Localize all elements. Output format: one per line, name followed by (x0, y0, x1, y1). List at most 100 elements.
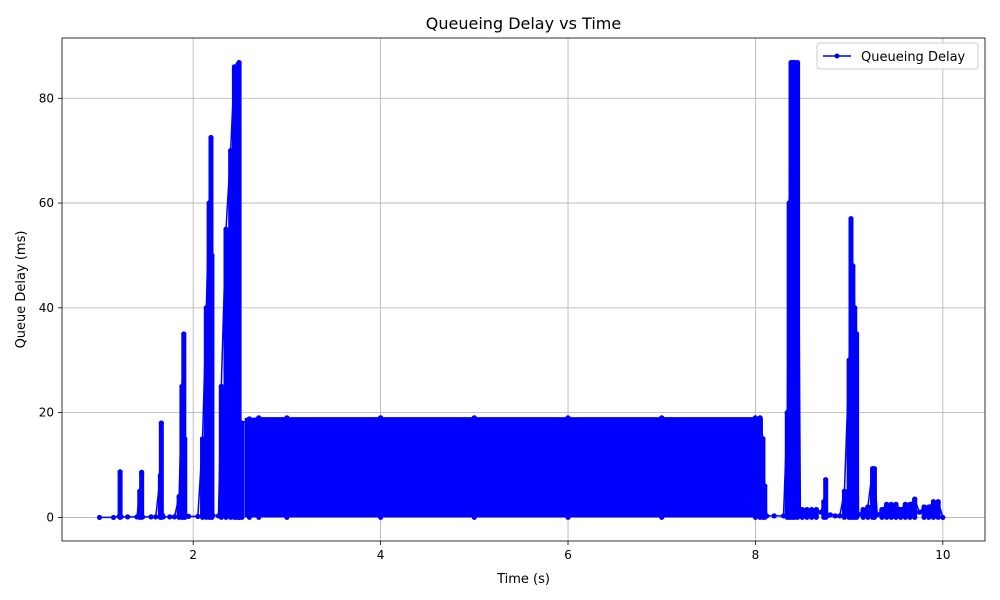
data-point (565, 415, 571, 421)
data-point (118, 514, 124, 520)
data-point (134, 514, 140, 520)
data-point (809, 506, 815, 513)
data-point (117, 469, 123, 475)
x-tick-label: 8 (752, 548, 760, 562)
data-point (902, 501, 908, 507)
data-point (160, 514, 166, 520)
data-point (884, 501, 890, 507)
data-point (176, 493, 182, 500)
legend-label: Queueing Delay (861, 50, 966, 65)
data-point (471, 415, 477, 421)
legend: Queueing Delay (816, 42, 979, 70)
data-point (206, 200, 212, 206)
data-point (284, 415, 290, 421)
data-point (841, 488, 848, 494)
data-point (139, 514, 146, 520)
data-point (865, 504, 871, 510)
data-point (926, 504, 932, 510)
tick-layer: 2 4 6 8 10 0 20 40 60 80 (39, 91, 951, 562)
data-point (860, 506, 866, 513)
data-point (784, 410, 790, 416)
data-point (215, 513, 222, 519)
y-tick-label: 80 (39, 91, 54, 105)
data-point (208, 134, 214, 141)
data-layer (96, 60, 946, 521)
data-point (874, 512, 880, 518)
data-point (377, 415, 384, 421)
data-point (137, 488, 143, 494)
data-point (921, 504, 927, 510)
data-point (879, 506, 885, 513)
y-axis-label: Queue Delay (ms) (14, 231, 29, 349)
legend-box (816, 42, 979, 70)
data-point (256, 415, 262, 421)
data-point (794, 60, 801, 66)
data-point (930, 499, 937, 505)
data-point (195, 513, 201, 519)
chart-title: Queueing Delay vs Time (426, 14, 621, 33)
data-point (871, 466, 878, 472)
data-point (246, 416, 253, 422)
data-point (912, 496, 918, 502)
data-point (940, 514, 946, 521)
data-point (832, 513, 838, 519)
y-tick-label: 40 (39, 301, 54, 315)
data-point (848, 216, 854, 222)
data-point (179, 383, 185, 390)
data-point (124, 514, 131, 520)
data-point (916, 509, 923, 515)
data-point (181, 331, 187, 337)
data-point (797, 512, 804, 518)
x-tick-label: 6 (564, 548, 572, 562)
y-tick-label: 0 (46, 510, 54, 524)
data-point (139, 469, 145, 475)
x-axis-label: Time (s) (496, 572, 550, 587)
data-point (821, 499, 827, 505)
data-point (855, 512, 862, 518)
x-tick-label: 2 (189, 548, 197, 562)
y-tick-label: 60 (39, 196, 54, 210)
data-point (804, 506, 810, 513)
data-point (888, 501, 894, 507)
data-point (233, 69, 239, 75)
data-point (837, 513, 843, 519)
data-point (846, 357, 852, 363)
data-point (813, 506, 819, 513)
x-tick-label: 4 (377, 548, 385, 562)
data-point (231, 64, 238, 70)
data-point (764, 513, 770, 519)
data-point (898, 506, 904, 513)
data-point (210, 512, 216, 518)
data-point (659, 415, 665, 421)
data-point (203, 305, 209, 311)
data-point (762, 483, 768, 489)
data-point (239, 420, 245, 426)
data-point (158, 420, 164, 426)
data-point (799, 506, 805, 513)
data-point (827, 512, 833, 518)
data-point (228, 148, 234, 154)
legend-marker (834, 53, 840, 59)
data-point (148, 514, 154, 520)
data-point (760, 436, 766, 442)
dense-oscillation-band (244, 417, 763, 518)
data-point (96, 514, 103, 521)
data-point (771, 513, 777, 519)
data-point (780, 513, 787, 519)
data-point (852, 305, 858, 311)
data-point (818, 509, 824, 515)
data-point (199, 436, 206, 442)
data-point (223, 226, 229, 232)
data-point (854, 331, 860, 337)
data-point (110, 514, 117, 521)
y-tick-label: 20 (39, 406, 54, 420)
data-point (757, 415, 763, 421)
data-point (907, 501, 913, 507)
axes-frame (61, 37, 986, 542)
data-point (893, 501, 899, 507)
data-point (153, 514, 159, 520)
data-point (218, 383, 224, 390)
data-point (823, 477, 829, 483)
data-point (185, 513, 192, 519)
data-point (786, 200, 792, 206)
